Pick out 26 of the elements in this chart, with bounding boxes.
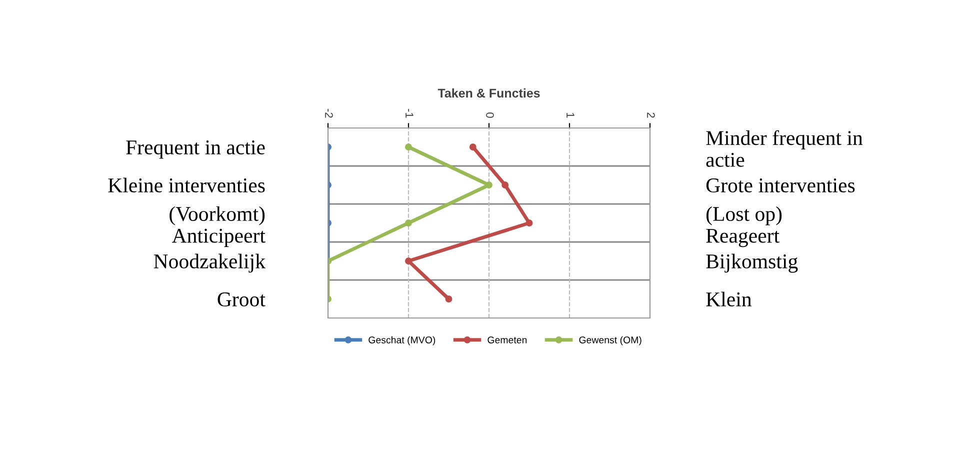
y-tick-label: Kleine interventies (108, 178, 265, 192)
point (405, 144, 412, 150)
y-tick-label: Noodzakelijk (154, 254, 266, 273)
legend-label: Geschat (MVO) (368, 336, 436, 346)
point (502, 182, 509, 188)
x-tick-label: 0 (486, 112, 494, 118)
y2-tick-label: Klein (706, 292, 752, 306)
point (405, 258, 412, 264)
point (469, 144, 476, 150)
point (405, 220, 412, 226)
y-tick-label: (Voorkomt) Anticipeert (170, 206, 266, 248)
y2-tick-label: Grote interventies (706, 178, 855, 192)
y2-tick-label: Minder frequent in actie (706, 130, 863, 167)
point (445, 296, 452, 302)
x-tick-label: 2 (647, 112, 655, 118)
x-tick-label: -1 (406, 108, 414, 118)
point (526, 220, 533, 226)
y2-tick-label: Bijkomstig (706, 254, 798, 273)
x-tick-label: 1 (566, 112, 574, 118)
legend-label: Gewenst (OM) (579, 336, 642, 346)
chart-title: Taken & Functies (438, 88, 540, 98)
y-tick-label: Groot (218, 292, 266, 306)
x-tick-label: -2 (325, 108, 333, 118)
y-tick-label: Frequent in actie (126, 140, 265, 159)
legend-label: Gemeten (488, 336, 527, 344)
y2-tick-label: (Lost op) Reageert (706, 206, 782, 248)
